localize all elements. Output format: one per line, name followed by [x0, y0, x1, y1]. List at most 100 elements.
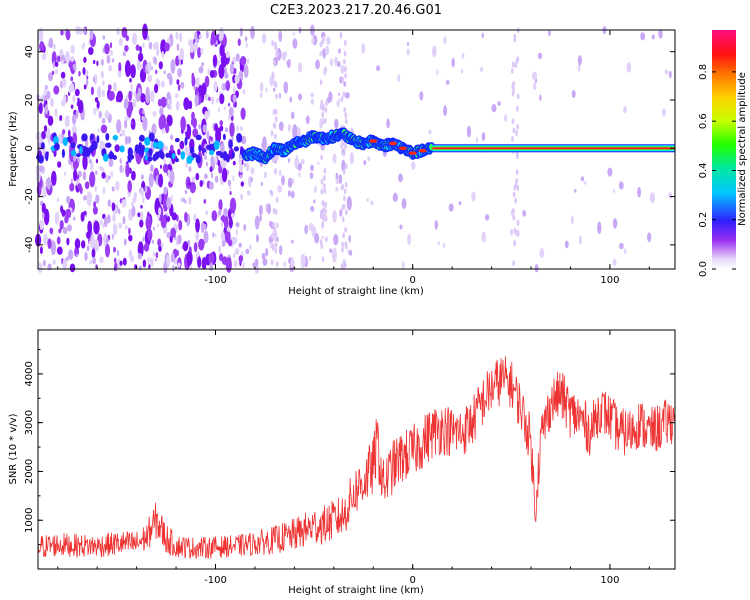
noise-blob: [229, 184, 232, 190]
noise-blob: [125, 35, 129, 42]
noise-blob: [309, 172, 314, 180]
noise-blob: [159, 107, 164, 116]
noise-blob: [170, 194, 174, 202]
noise-blob: [123, 238, 127, 246]
streak-blob: [516, 219, 520, 226]
noise-blob: [112, 213, 116, 223]
noise-blob: [105, 133, 110, 141]
noise-blob: [279, 245, 283, 256]
noise-blob: [283, 261, 286, 267]
noise-blob: [85, 79, 89, 86]
noise-blob: [70, 56, 75, 62]
noise-blob: [84, 181, 90, 190]
y-tick-label: -20: [24, 188, 35, 204]
streak-blob: [514, 197, 518, 204]
streak-blob: [344, 66, 347, 72]
noise-blob: [53, 136, 59, 145]
noise-blob: [126, 94, 129, 100]
noise-blob: [179, 140, 185, 150]
noise-blob: [129, 101, 134, 113]
noise-blob: [125, 115, 129, 122]
noise-blob: [54, 211, 60, 225]
noise-blob: [43, 187, 46, 192]
noise-blob: [112, 82, 117, 92]
streak-blob: [323, 167, 327, 174]
noise-blob: [119, 145, 125, 153]
noise-blob: [95, 158, 98, 164]
noise-blob: [144, 185, 148, 194]
noise-blob: [239, 27, 243, 37]
noise-blob: [197, 256, 202, 269]
noise-blob: [283, 81, 289, 94]
streak-blob: [511, 209, 514, 216]
noise-blob: [481, 132, 486, 142]
noise-blob: [103, 216, 108, 228]
noise-blob: [200, 47, 204, 55]
noise-blob: [131, 201, 134, 207]
noise-blob: [170, 227, 177, 238]
noise-blob: [177, 67, 182, 78]
noise-blob: [198, 84, 203, 96]
streak-blob: [324, 66, 328, 73]
noise-blob: [91, 248, 96, 259]
noise-blob: [337, 61, 341, 68]
noise-blob: [128, 234, 133, 242]
noise-blob: [124, 119, 128, 129]
noise-blob: [218, 199, 223, 212]
ridge-line-core: [432, 147, 675, 150]
noise-blob: [219, 93, 225, 105]
streak-blob: [343, 39, 347, 46]
noise-blob: [187, 260, 190, 268]
noise-blob: [231, 151, 235, 159]
noise-blob: [88, 240, 91, 244]
noise-blob: [152, 226, 155, 231]
noise-blob: [205, 210, 209, 216]
noise-blob: [218, 107, 220, 113]
noise-blob: [119, 260, 123, 266]
noise-blob: [148, 264, 151, 269]
noise-blob: [442, 242, 446, 248]
noise-blob: [214, 140, 220, 148]
noise-blob: [77, 183, 82, 190]
streak-blob: [342, 150, 346, 157]
noise-blob: [243, 163, 247, 167]
noise-blob: [95, 170, 98, 176]
noise-blob: [207, 68, 211, 76]
noise-blob: [64, 115, 70, 128]
noise-blob: [160, 80, 165, 88]
noise-blob: [102, 223, 105, 229]
noise-blob: [112, 134, 119, 141]
noise-blob: [130, 64, 136, 79]
noise-blob: [458, 201, 462, 206]
noise-blob: [255, 234, 259, 243]
noise-blob: [140, 174, 144, 180]
noise-blob: [177, 84, 181, 92]
noise-blob: [564, 240, 569, 249]
streak-blob: [511, 90, 515, 97]
streak-blob: [270, 233, 274, 240]
noise-blob: [131, 32, 138, 45]
snr-xlabel: Height of straight line (km): [288, 585, 424, 596]
noise-blob: [69, 82, 75, 93]
noise-blob: [166, 197, 172, 210]
noise-blob: [176, 249, 179, 257]
noise-blob: [77, 97, 80, 103]
x-tick-label: 100: [600, 275, 619, 286]
noise-blob: [36, 154, 43, 160]
noise-blob: [56, 246, 63, 255]
noise-blob: [214, 155, 218, 165]
noise-blob: [142, 116, 148, 132]
noise-blob: [242, 89, 246, 95]
colorbar-tick-label: 0.2: [698, 212, 709, 228]
noise-blob: [148, 148, 153, 156]
noise-blob: [60, 80, 63, 89]
noise-blob: [510, 228, 514, 236]
noise-blob: [222, 133, 226, 141]
noise-blob: [104, 43, 110, 55]
streak-blob: [320, 178, 324, 185]
streak-blob: [274, 133, 277, 140]
streak-blob: [344, 209, 348, 216]
streak-blob: [511, 135, 514, 142]
noise-blob: [80, 211, 85, 222]
